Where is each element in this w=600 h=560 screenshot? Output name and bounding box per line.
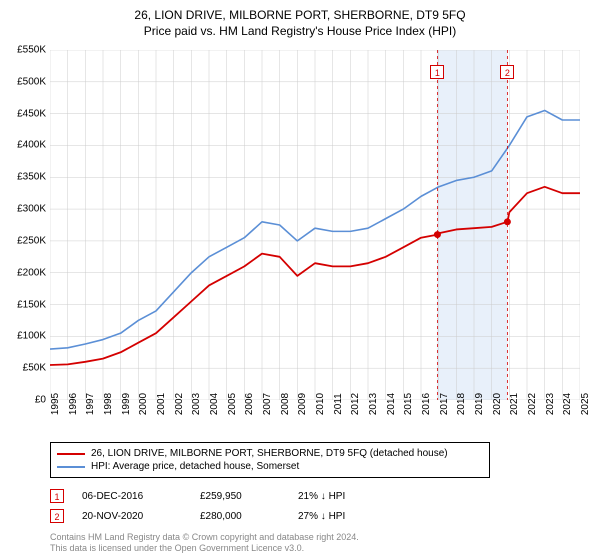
legend: 26, LION DRIVE, MILBORNE PORT, SHERBORNE…: [50, 442, 490, 478]
x-axis-label: 2012: [350, 393, 361, 415]
x-axis-label: 2017: [439, 393, 450, 415]
x-axis-label: 2019: [474, 393, 485, 415]
transaction-delta: 21% ↓ HPI: [298, 491, 398, 502]
line-chart: [50, 50, 580, 400]
footnote-line: Contains HM Land Registry data © Crown c…: [50, 532, 359, 543]
x-axis-label: 2011: [333, 393, 344, 415]
x-axis-label: 1999: [121, 393, 132, 415]
legend-row: HPI: Average price, detached house, Some…: [57, 460, 483, 473]
x-axis-label: 1998: [103, 393, 114, 415]
legend-row: 26, LION DRIVE, MILBORNE PORT, SHERBORNE…: [57, 447, 483, 460]
chart-marker-label: 2: [500, 65, 514, 79]
x-axis-label: 2013: [368, 393, 379, 415]
x-axis-label: 2014: [386, 393, 397, 415]
x-axis-label: 2003: [191, 393, 202, 415]
y-axis-label: £100K: [17, 331, 46, 342]
x-axis-label: 1997: [85, 393, 96, 415]
chart-title: 26, LION DRIVE, MILBORNE PORT, SHERBORNE…: [0, 0, 600, 22]
x-axis-label: 2006: [244, 393, 255, 415]
y-axis-label: £300K: [17, 204, 46, 215]
x-axis-label: 2023: [545, 393, 556, 415]
transaction-price: £280,000: [200, 511, 280, 522]
x-axis-label: 2010: [315, 393, 326, 415]
footnote: Contains HM Land Registry data © Crown c…: [50, 532, 359, 554]
transaction-price: £259,950: [200, 491, 280, 502]
y-axis-label: £0: [35, 395, 46, 406]
transaction-row: 2 20-NOV-2020 £280,000 27% ↓ HPI: [50, 506, 580, 526]
transaction-marker: 2: [50, 509, 64, 523]
transaction-marker: 1: [50, 489, 64, 503]
y-axis-label: £450K: [17, 108, 46, 119]
y-axis-label: £200K: [17, 267, 46, 278]
y-axis-label: £400K: [17, 140, 46, 151]
transaction-row: 1 06-DEC-2016 £259,950 21% ↓ HPI: [50, 486, 580, 506]
legend-swatch: [57, 453, 85, 455]
x-axis-label: 2016: [421, 393, 432, 415]
x-axis-label: 2018: [456, 393, 467, 415]
legend-swatch: [57, 466, 85, 468]
x-axis-label: 2009: [297, 393, 308, 415]
chart-area: £0£50K£100K£150K£200K£250K£300K£350K£400…: [50, 50, 580, 400]
transaction-table: 1 06-DEC-2016 £259,950 21% ↓ HPI 2 20-NOV-202…: [50, 486, 580, 526]
y-axis-label: £500K: [17, 76, 46, 87]
chart-marker-label: 1: [430, 65, 444, 79]
x-axis-label: 1996: [68, 393, 79, 415]
footnote-line: This data is licensed under the Open Gov…: [50, 543, 359, 554]
chart-subtitle: Price paid vs. HM Land Registry's House …: [0, 22, 600, 38]
x-axis-label: 2001: [156, 393, 167, 415]
x-axis-label: 2020: [492, 393, 503, 415]
x-axis-label: 2007: [262, 393, 273, 415]
y-axis-label: £50K: [23, 363, 46, 374]
legend-label: 26, LION DRIVE, MILBORNE PORT, SHERBORNE…: [91, 448, 448, 459]
x-axis-label: 2015: [403, 393, 414, 415]
y-axis-label: £550K: [17, 45, 46, 56]
x-axis-label: 2004: [209, 393, 220, 415]
x-axis-label: 2024: [562, 393, 573, 415]
x-axis-label: 2021: [509, 393, 520, 415]
x-axis-label: 2022: [527, 393, 538, 415]
x-axis-label: 2008: [280, 393, 291, 415]
x-axis-label: 2002: [174, 393, 185, 415]
transaction-delta: 27% ↓ HPI: [298, 511, 398, 522]
y-axis-label: £250K: [17, 235, 46, 246]
x-axis-label: 2000: [138, 393, 149, 415]
x-axis-label: 2005: [227, 393, 238, 415]
legend-label: HPI: Average price, detached house, Some…: [91, 461, 299, 472]
x-axis-label: 1995: [50, 393, 61, 415]
transaction-date: 06-DEC-2016: [82, 491, 182, 502]
y-axis-label: £350K: [17, 172, 46, 183]
transaction-date: 20-NOV-2020: [82, 511, 182, 522]
y-axis-label: £150K: [17, 299, 46, 310]
x-axis-label: 2025: [580, 393, 591, 415]
